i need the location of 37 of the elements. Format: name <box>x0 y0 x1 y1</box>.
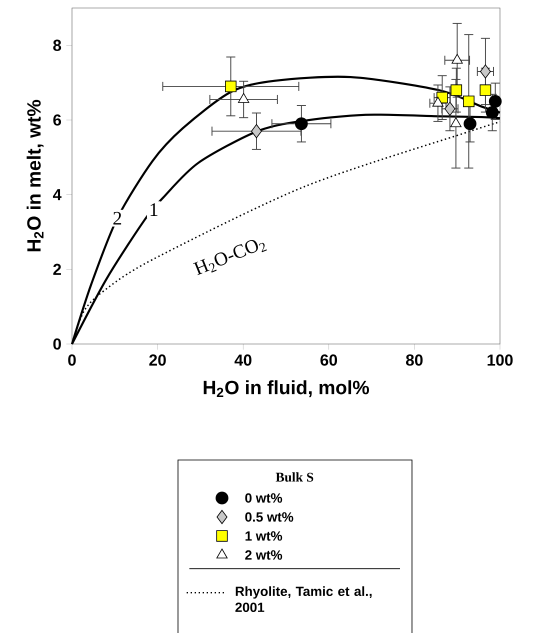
point <box>452 54 463 64</box>
x-tick-label: 0 <box>68 354 76 366</box>
x-axis-title: H$_{2}$O in fluid, mol% <box>204 380 370 398</box>
annotation: 1 <box>150 203 158 216</box>
legend-label: 2 wt% <box>245 550 282 560</box>
y-tick-label: 8 <box>53 40 62 51</box>
y-tick-label: 4 <box>52 189 62 200</box>
x-tick-label: 20 <box>149 354 166 366</box>
legend-title: Bulk S <box>276 472 314 482</box>
y-axis-title: H$_{2}$O in melt, wt% <box>26 100 44 252</box>
point <box>463 96 474 108</box>
annotation: 2 <box>113 212 122 225</box>
annotation: H$_{2}$O-CO$_{2}$ <box>193 240 267 276</box>
point <box>464 117 476 130</box>
legend-label: Rhyolite, Tamic et al., 2001 <box>235 586 372 612</box>
point <box>450 84 462 96</box>
point <box>225 80 237 92</box>
point <box>251 124 262 138</box>
point <box>432 96 444 107</box>
point <box>295 117 308 130</box>
y-tick-label: 0 <box>53 338 61 350</box>
point <box>486 106 499 119</box>
point <box>480 64 491 79</box>
legend-label: 0 wt% <box>245 493 282 503</box>
y-tick-label: 6 <box>53 114 62 126</box>
x-tick-label: 100 <box>488 354 513 366</box>
y-tick-label: 2 <box>53 264 61 275</box>
point <box>444 102 456 116</box>
x-tick-label: 80 <box>406 354 423 366</box>
point <box>488 94 502 108</box>
legend-label: 0.5 wt% <box>245 512 294 522</box>
point <box>480 84 492 96</box>
point <box>238 93 250 103</box>
x-tick-label: 40 <box>234 354 252 366</box>
point <box>450 117 462 128</box>
x-tick-label: 60 <box>320 354 338 366</box>
legend-label: 1 wt% <box>246 531 282 541</box>
